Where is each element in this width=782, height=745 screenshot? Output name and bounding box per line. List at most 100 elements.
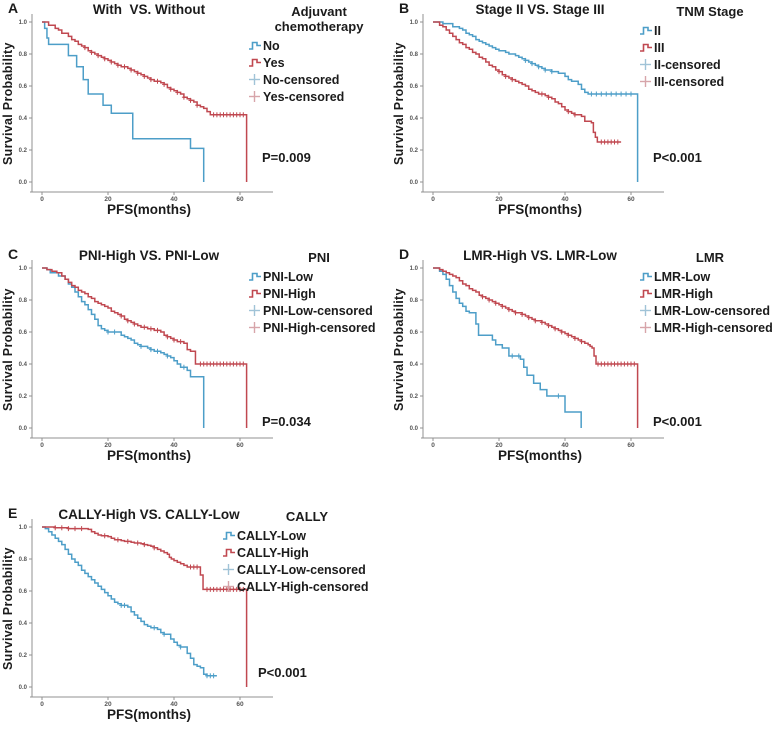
legend-item-label: Yes-censored [263,89,345,104]
legend-item: No-censored [248,71,390,88]
x-tick-label: 0 [431,196,435,203]
x-tick-label: 60 [627,442,635,449]
panel-title: LMR-High VS. LMR-Low [463,248,617,263]
step-line-icon [249,41,261,50]
x-tick-label: 40 [170,701,178,708]
km-plot: 0.0 0.2 0.4 0.6 0.8 1.0 0 20 40 60 [410,14,664,203]
y-tick-label: 0.2 [19,148,28,154]
km-curve-III [433,21,622,143]
legend-item: PNI-Low-censored [248,302,390,319]
y-tick-label: 0.4 [19,621,28,627]
x-axis-label: PFS(months) [498,448,582,463]
y-tick-label: 0.6 [410,84,419,90]
y-tick-label: 0.8 [19,557,28,563]
legend-item-label: CALLY-Low [237,528,306,543]
legend-item-label: CALLY-Low-censored [237,562,366,577]
legend-item: LMR-Low-censored [639,302,781,319]
legend-item: No [248,37,390,54]
x-tick-label: 20 [104,442,112,449]
legend-item: PNI-High-censored [248,319,390,336]
p-value: P=0.034 [262,414,311,429]
y-tick-label: 0.6 [19,589,28,595]
step-line-icon [223,548,235,557]
panel-A: A With VS. Without Survival Probability … [0,0,391,240]
plus-censored-icon [249,74,260,85]
legend-item: II [639,22,781,39]
km-curve-CALLY-Low [42,526,217,677]
x-tick-label: 20 [104,701,112,708]
legend-item: Yes [248,54,390,71]
panel-letter: E [8,505,18,521]
y-tick-label: 0.6 [19,84,28,90]
y-tick-label: 0.0 [19,685,28,691]
y-tick-label: 0.0 [19,426,28,432]
legend-item-label: LMR-High-censored [654,320,773,335]
y-tick-label: 0.4 [410,116,419,122]
plus-censored-icon [249,305,260,316]
km-curve-No [42,21,205,182]
plus-censored-icon [249,91,260,102]
legend-title: LMR [695,250,725,265]
legend-item-label: PNI-High [263,286,316,301]
panel-letter: B [399,0,410,16]
legend-item-label: III [654,40,665,55]
plus-censored-icon [223,581,234,592]
step-line-icon [249,58,261,67]
x-axis-label: PFS(months) [498,202,582,217]
step-line-icon [640,289,652,298]
plus-censored-icon [640,322,651,333]
y-tick-label: 1.0 [19,20,28,26]
x-tick-label: 40 [561,196,569,203]
y-tick-label: 0.4 [410,362,419,368]
panel-E: E CALLY-High VS. CALLY-Low Survival Prob… [0,505,391,745]
step-line-icon [640,43,652,52]
legend-item: II-censored [639,56,781,73]
legend-item-label: No [263,38,280,53]
x-tick-label: 20 [104,196,112,203]
y-tick-label: 0.4 [19,116,28,122]
step-line-icon [640,26,652,35]
panel-B: B Stage II VS. Stage III Survival Probab… [391,0,782,240]
y-tick-label: 1.0 [410,266,419,272]
km-curve-CALLY-High [42,526,248,687]
legend-item-label: LMR-High [654,286,714,301]
x-tick-label: 0 [40,196,44,203]
legend: Adjuvant chemotherapy No Yes No-censored Ye… [248,4,390,105]
panel-title: CALLY-High VS. CALLY-Low [58,507,240,522]
x-tick-label: 60 [627,196,635,203]
legend-item-label: PNI-Low [263,269,313,284]
step-line-icon [223,531,235,540]
step-line-icon [640,272,652,281]
panel-title: Stage II VS. Stage III [475,2,605,17]
panel-letter: C [8,246,19,262]
legend-item-label: II-censored [654,57,721,72]
x-axis-label: PFS(months) [107,448,191,463]
x-tick-label: 60 [236,701,244,708]
legend-item: CALLY-High-censored [222,578,392,595]
legend-item-label: PNI-Low-censored [263,303,373,318]
legend-item: CALLY-High [222,544,392,561]
y-tick-label: 0.2 [410,394,419,400]
legend-item-label: LMR-Low [654,269,711,284]
plus-censored-icon [223,564,234,575]
km-plot: 0.0 0.2 0.4 0.6 0.8 1.0 0 20 40 60 [19,519,273,708]
panel-D: D LMR-High VS. LMR-Low Survival Probabil… [391,246,782,486]
p-value: P<0.001 [258,665,307,680]
legend-title: PNI [308,250,330,265]
y-tick-label: 0.8 [19,52,28,58]
legend: TNM Stage II III II-censored III-censored [639,4,781,90]
x-tick-label: 40 [170,196,178,203]
km-curve-PNI-High [42,267,248,428]
x-tick-label: 60 [236,196,244,203]
x-tick-label: 20 [495,196,503,203]
x-tick-label: 20 [495,442,503,449]
legend-item: Yes-censored [248,88,390,105]
legend-item-label: No-censored [263,72,340,87]
legend: LMR LMR-Low LMR-High LMR-Low-censored LMR-H… [639,250,781,336]
legend-title: CALLY [285,509,329,524]
km-curve-II [433,21,639,182]
legend-item-label: PNI-High-censored [263,320,376,335]
km-plot: 0.0 0.2 0.4 0.6 0.8 1.0 0 20 40 60 [19,14,273,203]
y-tick-label: 0.0 [19,180,28,186]
legend-item-label: CALLY-High [237,545,309,560]
